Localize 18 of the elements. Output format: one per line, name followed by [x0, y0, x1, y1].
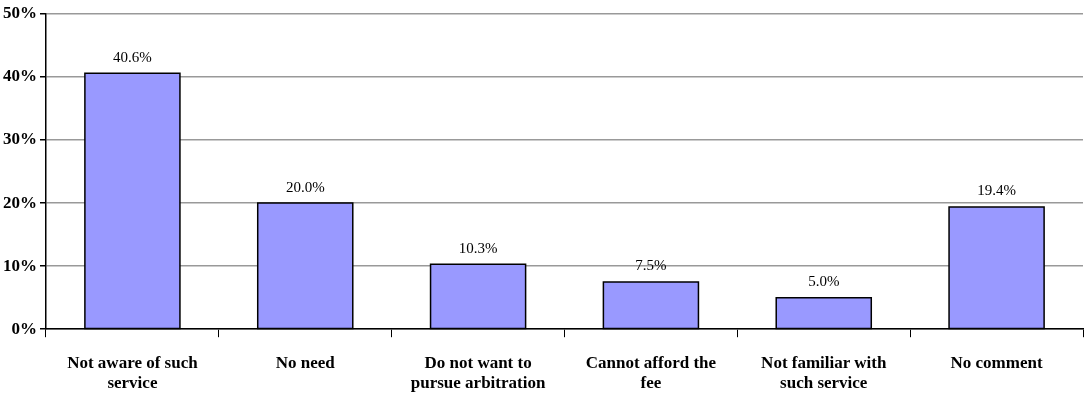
y-tick-label: 50% [3, 3, 37, 23]
y-tick-label: 10% [3, 255, 37, 275]
data-label: 10.3% [458, 239, 498, 256]
x-tick-label: Cannot afford the fee [585, 352, 717, 393]
data-label: 19.4% [977, 182, 1016, 199]
x-tick-label: Not aware of such service [67, 352, 199, 393]
y-tick-label: 20% [3, 192, 37, 212]
x-tick-label: Do not want to pursue arbitration [410, 352, 546, 393]
data-label: 5.0% [808, 273, 840, 290]
x-tick-label: No comment [950, 352, 1043, 372]
data-label: 20.0% [285, 178, 325, 195]
data-label: 7.5% [635, 257, 667, 274]
y-tick-label: 40% [3, 66, 37, 86]
y-tick-label: 0% [11, 318, 37, 338]
x-tick-label: No need [275, 352, 336, 372]
y-tick-label: 30% [3, 129, 37, 149]
x-tick-label: Not familiar with such service [761, 352, 887, 393]
data-label: 40.6% [113, 48, 152, 65]
